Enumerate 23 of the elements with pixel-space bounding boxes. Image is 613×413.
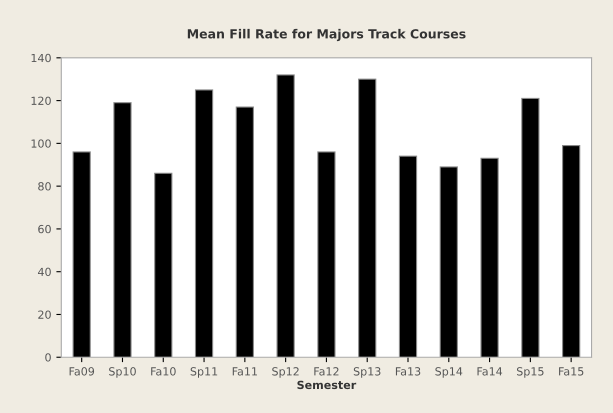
x-tick-label: Fa11 [232, 367, 257, 376]
x-tick-label: Fa09 [70, 367, 94, 376]
x-tick-label: Sp10 [109, 367, 136, 378]
x-tick-label: Sp15 [516, 367, 544, 378]
y-tick-label: 140 [32, 54, 51, 62]
chart-title: Mean Fill Rate for Majors Track Courses [188, 28, 466, 42]
x-tick-label: Sp11 [190, 367, 218, 378]
x-tick-label: Fa14 [478, 367, 502, 376]
x-tick-label: Fa13 [396, 367, 420, 376]
y-tick-label: 20 [38, 310, 51, 319]
x-tick-label: Sp12 [272, 367, 299, 378]
y-tick-label: 80 [38, 182, 51, 191]
y-tick-label: 60 [38, 224, 51, 234]
x-axis-title: Semester [297, 380, 356, 390]
y-tick-label: 0 [45, 353, 51, 362]
x-tick-label: Fa10 [151, 367, 176, 376]
y-tick-label: 120 [32, 96, 51, 105]
y-tick-label: 40 [38, 268, 51, 276]
x-tick-label: Sp14 [435, 367, 462, 378]
y-tick-label: 100 [32, 139, 51, 148]
x-tick-label: Fa15 [559, 367, 584, 376]
x-tick-label: Sp13 [354, 367, 380, 378]
x-tick-label: Fa12 [314, 367, 338, 376]
